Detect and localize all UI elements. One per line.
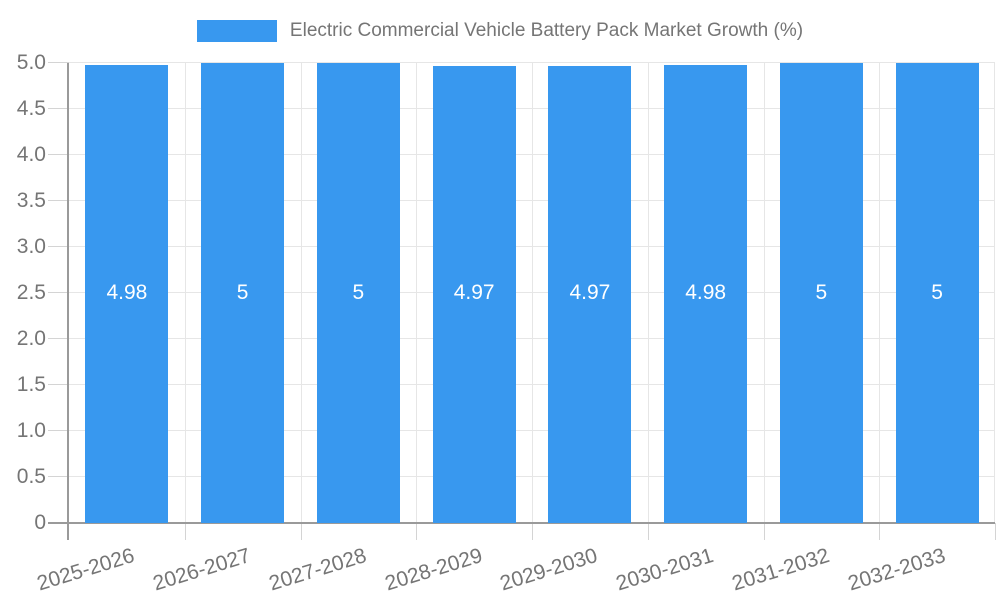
y-axis-tick-label: 3.5: [16, 189, 46, 212]
bar-value-label: 5: [815, 281, 828, 304]
x-axis-tick-label: 2028-2029: [382, 544, 485, 596]
bar[interactable]: 4.97: [432, 65, 516, 523]
y-axis-tick: [48, 200, 69, 201]
gridline-horizontal: [69, 62, 995, 63]
y-axis-tick: [48, 62, 69, 63]
x-axis-tick-label: 2026-2027: [150, 544, 254, 596]
gridline-vertical: [879, 63, 881, 523]
x-axis-tick: [184, 523, 186, 540]
y-axis-tick-label: 4.0: [16, 143, 46, 166]
y-axis-tick-label: 0: [34, 511, 46, 534]
bar[interactable]: 4.98: [85, 64, 169, 523]
bar-value-label: 4.97: [453, 280, 495, 304]
gridline-vertical: [416, 63, 418, 523]
y-axis-tick-label: 0.5: [16, 465, 46, 488]
legend-swatch: [196, 20, 277, 42]
x-axis-tick: [300, 523, 302, 540]
gridline-vertical: [532, 63, 533, 523]
y-axis-tick: [48, 292, 69, 293]
gridline-vertical: [647, 63, 649, 523]
y-axis-tick-label: 4.5: [16, 97, 46, 120]
y-axis-tick: [48, 384, 69, 385]
bar-value-label: 5: [236, 281, 249, 304]
legend-label: Electric Commercial Vehicle Battery Pack…: [289, 20, 804, 41]
x-axis-tick-label: 2025-2026: [34, 544, 138, 596]
x-axis-tick-label: 2029-2030: [497, 544, 601, 596]
x-axis-tick: [647, 523, 649, 540]
bar[interactable]: 4.97: [548, 65, 632, 523]
y-axis-tick: [48, 246, 69, 247]
x-axis-tick-label: 2030-2031: [613, 544, 717, 596]
bar-value-label: 5: [931, 281, 943, 304]
bar[interactable]: 4.98: [664, 64, 748, 523]
bar-value-label: 4.98: [685, 280, 727, 304]
y-axis-tick: [48, 108, 69, 109]
y-axis-tick-label: 2.5: [16, 281, 46, 304]
x-axis-tick: [763, 523, 765, 540]
y-axis-tick: [48, 154, 69, 155]
y-axis-tick-label: 5.0: [16, 51, 46, 74]
bar[interactable]: 5: [779, 63, 863, 523]
x-axis-tick: [995, 523, 996, 540]
bar-value-label: 4.98: [106, 280, 148, 304]
gridline-vertical: [300, 63, 302, 523]
bar-value-label: 5: [352, 281, 365, 304]
y-axis-tick: [48, 430, 69, 431]
x-axis-tick: [532, 523, 533, 540]
legend-item[interactable]: Electric Commercial Vehicle Battery Pack…: [0, 19, 1000, 43]
x-axis-tick-label: 2027-2028: [266, 544, 370, 596]
y-axis-tick-label: 2.0: [16, 327, 46, 350]
x-axis-tick: [416, 523, 418, 540]
gridline-vertical: [994, 63, 995, 523]
x-axis-line: [48, 522, 995, 524]
bar[interactable]: 5: [316, 63, 400, 523]
y-axis-tick-label: 1.0: [16, 419, 46, 442]
gridline-vertical: [763, 63, 765, 523]
y-axis-tick: [48, 476, 69, 477]
y-axis-tick-label: 1.5: [16, 373, 46, 396]
y-axis-line: [67, 63, 69, 540]
y-axis-tick: [48, 338, 69, 339]
gridline-vertical: [184, 63, 186, 523]
x-axis-tick-label: 2031-2032: [729, 544, 833, 596]
x-axis-tick-label: 2032-2033: [845, 544, 948, 596]
bar[interactable]: 5: [201, 63, 285, 523]
y-axis-tick-label: 3.0: [16, 235, 46, 258]
x-axis-tick: [879, 523, 881, 540]
bar-value-label: 4.97: [569, 280, 611, 304]
bar[interactable]: 5: [895, 63, 979, 523]
